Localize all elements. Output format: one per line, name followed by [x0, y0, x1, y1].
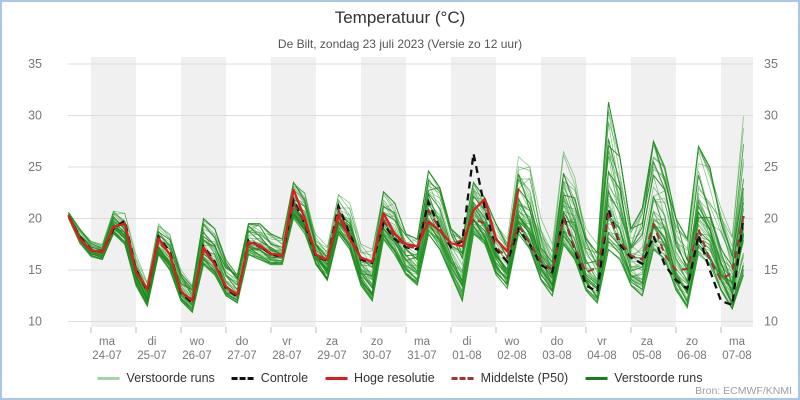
svg-text:15: 15	[28, 263, 42, 277]
svg-text:06-08: 06-08	[677, 350, 706, 362]
y-gridlines	[68, 63, 753, 322]
svg-text:05-08: 05-08	[632, 350, 661, 362]
y-axis-right-labels: 10 15 20 25 30 35	[764, 57, 778, 329]
page-title: Temperatuur (°C)	[334, 8, 466, 27]
high-resolution-run	[67, 188, 520, 303]
svg-text:di: di	[463, 336, 472, 348]
svg-text:25-07: 25-07	[137, 350, 166, 362]
legend-item-verstoorde-runs-dark: Verstoorde runs	[585, 371, 702, 385]
svg-text:di: di	[148, 336, 157, 348]
legend-swatch-controle	[231, 376, 254, 380]
hres-line	[67, 188, 520, 303]
legend-label: Middelste (P50)	[480, 371, 569, 385]
legend-label: Hoge resolutie	[354, 371, 435, 385]
svg-text:26-07: 26-07	[182, 350, 211, 362]
svg-text:04-08: 04-08	[587, 350, 616, 362]
svg-text:wo: wo	[504, 336, 520, 348]
legend: Verstoorde runs Controle Hoge resolutie …	[97, 371, 702, 385]
svg-text:zo: zo	[686, 336, 698, 348]
legend-swatch-verstoorde-runs-light	[97, 376, 120, 380]
y-axis-left-labels: 10 15 20 25 30 35	[28, 57, 42, 329]
legend-swatch-verstoorde-runs-dark	[585, 376, 608, 380]
svg-text:wo: wo	[189, 336, 205, 348]
svg-text:10: 10	[764, 315, 778, 329]
svg-text:ma: ma	[99, 336, 116, 348]
x-axis-labels: ma 24-07 di 25-07 wo 26-07 do 27-07 vr 28-07 za 29-…	[92, 336, 751, 362]
source-attribution: Bron: ECMWF/KNMI	[695, 385, 792, 397]
legend-item-controle: Controle	[231, 371, 309, 385]
svg-text:24-07: 24-07	[92, 350, 121, 362]
svg-text:zo: zo	[371, 336, 383, 348]
ensemble-member-line	[68, 143, 744, 311]
x-axis-ticks	[90, 327, 722, 333]
svg-text:30: 30	[764, 109, 778, 123]
svg-text:30-07: 30-07	[362, 350, 391, 362]
legend-swatch-hoge-resolutie	[325, 376, 348, 380]
svg-text:27-07: 27-07	[227, 350, 256, 362]
svg-text:20: 20	[764, 212, 778, 226]
legend-item-hoge-resolutie: Hoge resolutie	[325, 371, 435, 385]
svg-text:25: 25	[28, 160, 42, 174]
legend-item-middelste-p50: Middelste (P50)	[451, 371, 569, 385]
svg-text:20: 20	[28, 212, 42, 226]
svg-text:02-08: 02-08	[497, 350, 526, 362]
legend-item-verstoorde-runs-light: Verstoorde runs	[97, 371, 215, 385]
ensemble-member-line	[68, 109, 744, 294]
svg-text:ma: ma	[729, 336, 746, 348]
legend-label: Verstoorde runs	[126, 371, 215, 385]
svg-text:31-07: 31-07	[407, 350, 436, 362]
svg-text:01-08: 01-08	[452, 350, 481, 362]
svg-text:vr: vr	[282, 336, 292, 348]
svg-text:35: 35	[764, 57, 778, 71]
legend-label: Controle	[260, 371, 309, 385]
legend-label: Verstoorde runs	[614, 371, 703, 385]
svg-text:07-08: 07-08	[722, 350, 751, 362]
svg-text:do: do	[551, 336, 564, 348]
svg-text:03-08: 03-08	[542, 350, 571, 362]
svg-text:29-07: 29-07	[317, 350, 346, 362]
page-subtitle: De Bilt, zondag 23 juli 2023 (Versie zo …	[277, 37, 523, 51]
svg-text:15: 15	[764, 263, 778, 277]
svg-text:10: 10	[28, 315, 42, 329]
svg-text:za: za	[641, 336, 654, 348]
svg-text:do: do	[236, 336, 249, 348]
svg-text:28-07: 28-07	[272, 350, 301, 362]
svg-text:za: za	[326, 336, 339, 348]
legend-swatch-middelste-p50	[451, 376, 474, 380]
svg-text:35: 35	[28, 57, 42, 71]
svg-text:ma: ma	[414, 336, 431, 348]
svg-text:25: 25	[764, 160, 778, 174]
svg-text:30: 30	[28, 109, 42, 123]
svg-text:vr: vr	[597, 336, 607, 348]
